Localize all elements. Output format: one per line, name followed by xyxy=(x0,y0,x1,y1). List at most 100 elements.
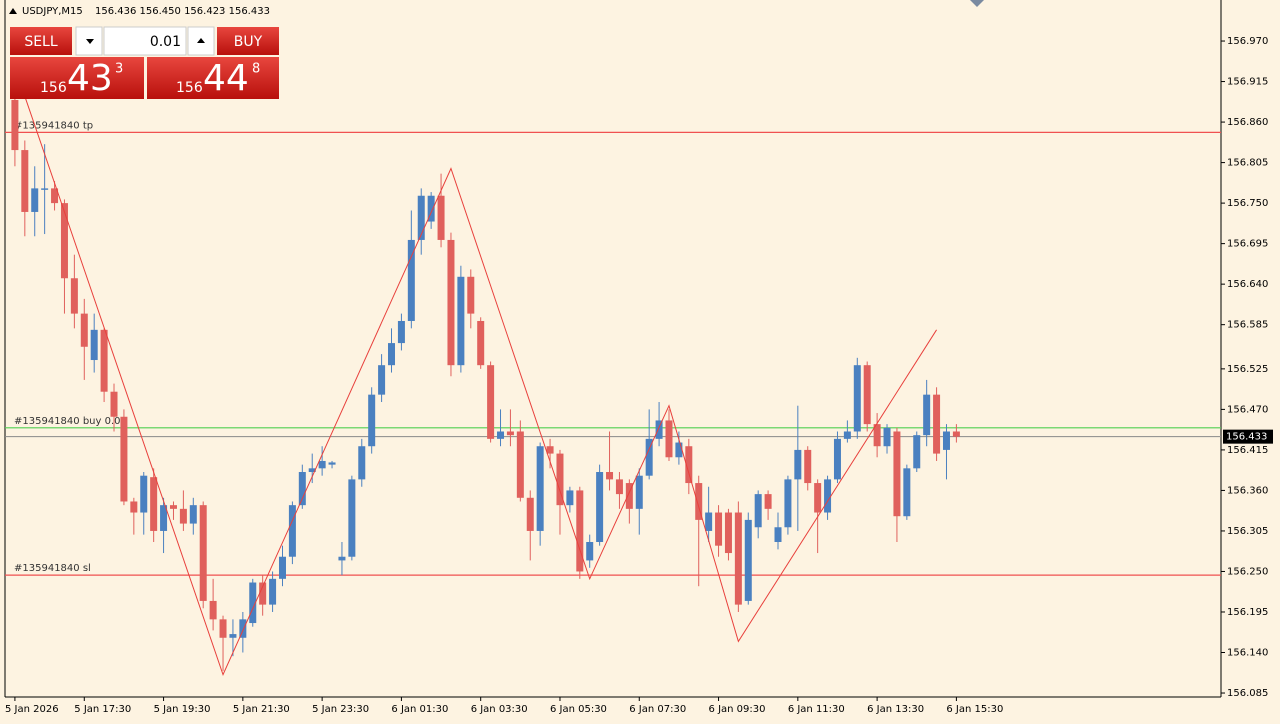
candle-body xyxy=(952,431,960,437)
candle-body xyxy=(804,449,812,484)
candle-body xyxy=(665,420,673,458)
up-arrow xyxy=(197,38,205,43)
candle-body xyxy=(90,329,98,361)
candle-body xyxy=(715,512,723,546)
candle-body xyxy=(724,512,732,554)
candle-body xyxy=(516,431,524,498)
y-tick-label: 156.415 xyxy=(1227,445,1268,456)
candle-body xyxy=(843,431,851,439)
x-tick-label: 6 Jan 01:30 xyxy=(391,704,448,715)
candle-body xyxy=(833,438,841,480)
candle-body xyxy=(883,427,891,447)
candle-body xyxy=(308,468,316,473)
candle-body xyxy=(368,394,376,447)
candle-body xyxy=(863,365,871,425)
bid-big: 156 xyxy=(40,80,67,96)
x-tick-label: 5 Jan 21:30 xyxy=(233,704,290,715)
candle-body xyxy=(576,490,584,572)
candle-body xyxy=(606,472,614,480)
candle-body xyxy=(179,508,187,524)
candle-body xyxy=(80,313,88,347)
down-arrow xyxy=(86,39,94,44)
symbol: USDJPY,M15 xyxy=(22,6,83,17)
candle-body xyxy=(784,479,792,528)
candle-body xyxy=(477,320,485,366)
candle-body xyxy=(328,462,336,465)
candle-body xyxy=(675,442,683,458)
candle-body xyxy=(526,497,534,531)
lot-down[interactable] xyxy=(75,26,103,56)
candle-body xyxy=(388,343,396,366)
y-tick-label: 156.360 xyxy=(1227,485,1268,496)
candle-body xyxy=(219,619,227,638)
x-tick-label: 6 Jan 13:30 xyxy=(867,704,924,715)
candle-body xyxy=(249,582,257,624)
candle-body xyxy=(397,320,405,344)
candle-body xyxy=(60,203,68,279)
ask-mid: 44 xyxy=(203,58,249,99)
candle-body xyxy=(160,505,168,531)
buy-label: BUY xyxy=(234,34,263,50)
candle-body xyxy=(229,634,237,638)
candle-body xyxy=(288,505,296,557)
candle-body xyxy=(259,582,267,605)
candle-body xyxy=(209,600,217,620)
y-tick-label: 156.470 xyxy=(1227,404,1268,415)
lot-input[interactable] xyxy=(103,26,187,56)
candle-body xyxy=(169,505,177,509)
candle-body xyxy=(893,431,901,517)
bid-small: 3 xyxy=(115,62,123,77)
candle-body xyxy=(536,446,544,531)
sell-button[interactable] xyxy=(10,27,72,55)
ask-box[interactable] xyxy=(147,57,279,99)
y-tick-label: 156.525 xyxy=(1227,364,1268,375)
bid-box[interactable] xyxy=(10,57,144,99)
candle-body xyxy=(546,446,554,454)
candle-body xyxy=(21,150,29,212)
candle-body xyxy=(358,446,366,480)
candle-body xyxy=(348,479,356,557)
candle-body xyxy=(853,365,861,432)
price-tag xyxy=(1223,429,1273,444)
trade-level-label: #135941840 sl xyxy=(14,563,91,574)
candle-body xyxy=(110,391,118,417)
candle-body xyxy=(130,501,138,513)
candle-body xyxy=(417,195,425,240)
candle-body xyxy=(407,239,415,321)
candle-body xyxy=(566,490,574,506)
candle-body xyxy=(625,483,633,509)
candle-body xyxy=(695,483,703,520)
candle-body xyxy=(942,431,950,450)
ohlc: 156.436 156.450 156.423 156.433 xyxy=(95,6,270,17)
candle-body xyxy=(467,276,475,314)
y-tick-label: 156.915 xyxy=(1227,77,1268,88)
y-tick-label: 156.085 xyxy=(1227,688,1268,699)
candle-body xyxy=(298,472,306,506)
trade-panel: SELL 0.01 BUY 156 43 3 156 44 8 xyxy=(10,26,279,99)
candle-body xyxy=(31,188,39,212)
candle-body xyxy=(933,394,941,454)
y-tick-label: 156.250 xyxy=(1227,566,1268,577)
plot: 156.970 156.915 156.860 156.805 156.750 156.6… xyxy=(5,36,1273,715)
candle-body xyxy=(269,578,277,605)
candle-body xyxy=(378,365,386,395)
candle-body xyxy=(140,475,148,513)
candle-body xyxy=(744,519,752,601)
price-tag-label: 156.433 xyxy=(1226,432,1267,443)
y-tick-label: 156.970 xyxy=(1227,36,1268,47)
candle-body xyxy=(150,477,158,531)
x-tick-label: 5 Jan 19:30 xyxy=(154,704,211,715)
candle-body xyxy=(586,541,594,561)
candle-body xyxy=(41,188,49,190)
lot-value: 0.01 xyxy=(150,34,181,50)
candle-body xyxy=(615,479,623,495)
candle-body xyxy=(596,472,604,542)
x-tick-label: 6 Jan 15:30 xyxy=(946,704,1003,715)
candle-body xyxy=(705,512,713,531)
candle-body xyxy=(457,276,465,366)
candle-body xyxy=(100,329,108,392)
buy-button[interactable] xyxy=(217,27,279,55)
